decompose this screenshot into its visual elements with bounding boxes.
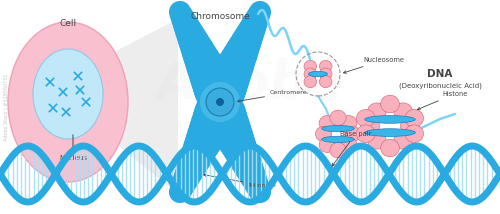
Text: Centromere: Centromere [238, 90, 308, 102]
Text: Nucleosome: Nucleosome [344, 57, 404, 73]
Ellipse shape [330, 110, 346, 125]
Ellipse shape [356, 110, 375, 127]
Ellipse shape [364, 129, 416, 137]
Ellipse shape [368, 103, 386, 120]
Text: Cell: Cell [60, 19, 76, 28]
Text: (Deoxyribonucleic Acid): (Deoxyribonucleic Acid) [398, 82, 481, 89]
Ellipse shape [356, 125, 375, 143]
Ellipse shape [322, 136, 354, 143]
Ellipse shape [344, 126, 360, 142]
Ellipse shape [340, 116, 357, 131]
Ellipse shape [319, 137, 336, 152]
Text: Histone: Histone [418, 91, 468, 110]
Text: Adobe: Adobe [156, 58, 344, 110]
Ellipse shape [319, 116, 336, 131]
Ellipse shape [340, 137, 357, 152]
Ellipse shape [380, 95, 400, 113]
Text: Telomere: Telomere [204, 174, 277, 188]
Circle shape [216, 98, 224, 106]
Ellipse shape [320, 60, 332, 72]
Ellipse shape [368, 131, 386, 149]
Ellipse shape [405, 110, 423, 127]
Text: Nucleus: Nucleus [59, 135, 87, 161]
Ellipse shape [322, 125, 354, 132]
Ellipse shape [320, 68, 332, 80]
Text: DNA: DNA [428, 69, 452, 79]
Ellipse shape [8, 22, 128, 182]
Text: Adobe Stock | #529560751: Adobe Stock | #529560751 [3, 73, 9, 141]
Text: Chromosome: Chromosome [190, 12, 250, 21]
Ellipse shape [304, 68, 316, 80]
Polygon shape [110, 19, 178, 194]
Ellipse shape [400, 117, 419, 135]
Circle shape [200, 82, 240, 122]
Ellipse shape [380, 139, 400, 157]
Text: Base pair: Base pair [332, 131, 372, 166]
Ellipse shape [316, 126, 332, 142]
Ellipse shape [304, 76, 316, 88]
Ellipse shape [394, 131, 412, 149]
Ellipse shape [330, 143, 346, 158]
Ellipse shape [405, 125, 423, 143]
Ellipse shape [308, 71, 328, 77]
Ellipse shape [33, 49, 103, 139]
Ellipse shape [394, 103, 412, 120]
Ellipse shape [304, 60, 316, 72]
Ellipse shape [320, 76, 332, 88]
Ellipse shape [364, 116, 416, 123]
Ellipse shape [361, 117, 380, 135]
Circle shape [206, 88, 234, 116]
